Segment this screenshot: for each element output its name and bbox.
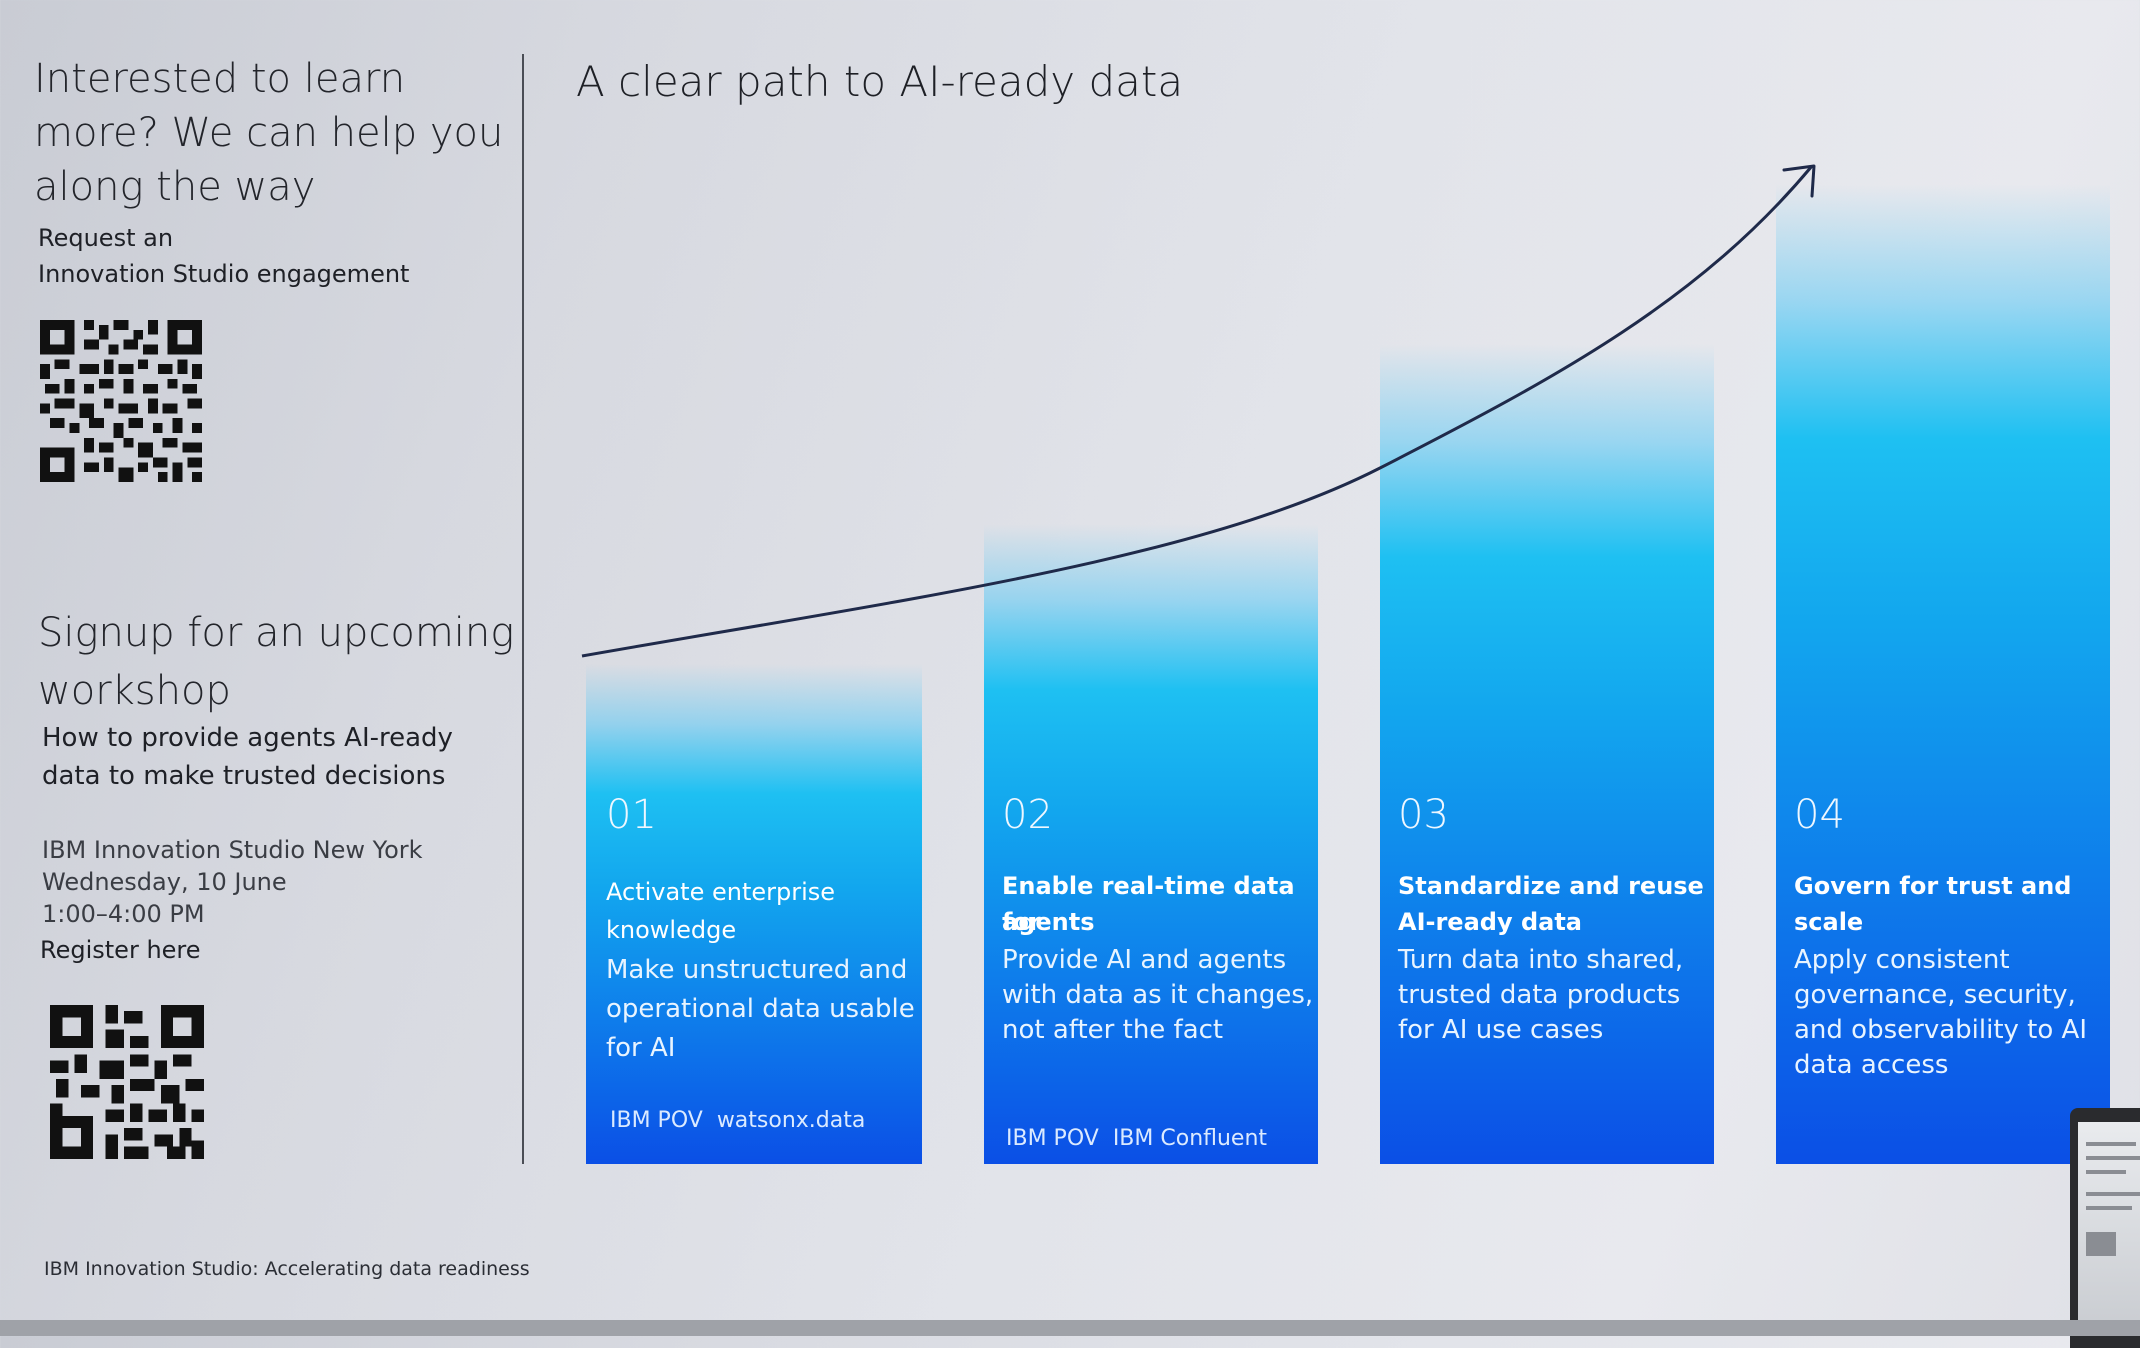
step-desc-line: operational data usable [606,994,915,1024]
step-desc-line: and observability to AI [1794,1015,2087,1045]
event-location: IBM Innovation Studio New York [42,836,423,864]
column-divider [522,54,524,1164]
step-desc-line: data access [1794,1050,1949,1080]
step-card-background [1776,184,2110,1164]
step-card-background [984,524,1318,1164]
learn-heading-line: along the way [34,164,316,210]
step-desc-line: for AI use cases [1398,1015,1604,1045]
step-number: 03 [1398,792,1449,838]
step-number: 02 [1002,792,1053,838]
step-desc-line: Apply consistent [1794,945,2010,975]
event-time: 1:00–4:00 PM [42,900,205,928]
step-desc-line: trusted data products [1398,980,1681,1010]
qr-code-icon[interactable] [50,996,204,1168]
request-line: Request an [38,224,174,252]
step-desc-line: governance, security, [1794,980,2076,1010]
device-edge [2070,1108,2140,1348]
page-title: A clear path to AI-ready data [576,57,1184,106]
step-tag[interactable]: IBM Confluent [1112,1126,1268,1151]
workshop-topic-line: How to provide agents AI-ready [42,723,453,753]
step-number: 04 [1794,792,1845,838]
step-desc-line: with data as it changes, [1002,980,1314,1010]
step-card: 01 Activate enterprise knowledge Make un… [586,664,922,1164]
signup-heading-line: Signup for an upcoming [38,610,515,656]
step-desc-line: Turn data into shared, [1398,945,1684,975]
step-tags: IBM POV watsonx.data [610,1108,865,1133]
qr-code-icon[interactable] [40,314,202,488]
step-card: 02 Enable real-time data for agents Prov… [984,524,1318,1164]
step-title-line: Govern for trust and [1794,872,2072,900]
screen-bottom-edge [0,1320,2140,1336]
event-date: Wednesday, 10 June [42,868,287,896]
step-title-line: knowledge [606,916,737,944]
footer-text: IBM Innovation Studio: Accelerating data… [44,1258,530,1280]
step-title-line: Standardize and reuse [1398,872,1704,900]
learn-heading-line: Interested to learn [34,56,406,102]
step-desc-line: Make unstructured and [606,955,908,985]
step-tag[interactable]: IBM POV [1006,1126,1099,1151]
step-card: 04 Govern for trust and scale Apply cons… [1776,184,2110,1164]
step-title-line: agents [1002,908,1095,936]
step-number: 01 [606,792,657,838]
step-title-line: scale [1794,908,1864,936]
signup-heading-line: workshop [38,668,231,714]
step-card-background [586,664,922,1164]
step-tag[interactable]: watsonx.data [716,1108,866,1133]
learn-heading-line: more? We can help you [34,110,504,156]
register-link[interactable]: Register here [40,936,201,964]
step-card: 03 Standardize and reuse AI-ready data T… [1380,344,1714,1164]
step-desc-line: not after the fact [1002,1015,1224,1045]
workshop-topic-line: data to make trusted decisions [42,761,446,791]
step-desc-line: Provide AI and agents [1002,945,1287,975]
step-desc-line: for AI [606,1033,676,1063]
request-line: Innovation Studio engagement [38,260,410,288]
step-tags: IBM POV IBM Confluent [1006,1126,1267,1151]
step-title-line: AI-ready data [1398,908,1582,936]
step-title-line: Enable real-time data for [1002,872,1295,936]
step-title-line: Activate enterprise [606,878,836,906]
step-tag[interactable]: IBM POV [610,1108,703,1133]
device-screen [2078,1122,2140,1332]
